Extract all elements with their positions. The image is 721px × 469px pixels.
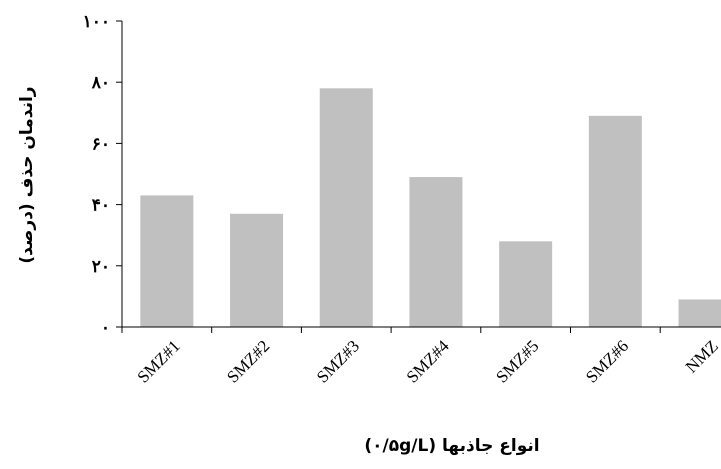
x-tick-label: SMZ#4 [403, 336, 454, 387]
bar [678, 299, 721, 327]
x-axis-title: انواع جاذبها (۰/۵g/L) [364, 436, 539, 456]
x-ticks: SMZ#1 SMZ#2 SMZ#3 SMZ#4 SMZ#5 SMZ#6 NMZ [121, 327, 721, 387]
y-tick-label: ۱۰۰ [83, 12, 110, 32]
y-axis-title: راندمان حذف (درصد) [17, 86, 37, 263]
y-tick-label: ۴۰ [92, 196, 110, 216]
x-tick-label: SMZ#6 [582, 336, 632, 386]
x-tick-label: NMZ [682, 336, 721, 376]
y-ticks: ۰ ۲۰ ۴۰ ۶۰ ۸۰ ۱۰۰ [83, 12, 122, 338]
y-tick-label: ۶۰ [92, 134, 110, 154]
bars [140, 88, 721, 327]
bar [140, 195, 194, 327]
x-tick-label: SMZ#5 [492, 336, 542, 386]
bar [588, 115, 642, 327]
x-tick-label: SMZ#1 [133, 336, 183, 386]
bar [409, 177, 463, 327]
bar [230, 213, 284, 327]
bar [319, 88, 373, 327]
y-tick-label: ۸۰ [91, 73, 110, 93]
x-tick-label: SMZ#3 [313, 336, 363, 386]
bar [499, 241, 553, 327]
y-tick-label: ۰ [101, 318, 110, 338]
y-tick-label: ۲۰ [92, 257, 110, 277]
x-tick-label: SMZ#2 [223, 336, 273, 386]
